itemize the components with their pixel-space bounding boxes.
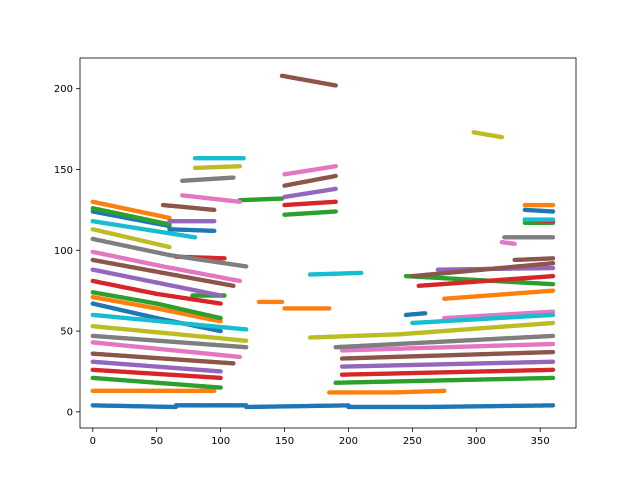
data-point (238, 279, 242, 283)
data-point (333, 187, 337, 191)
data-point (551, 203, 555, 207)
data-point (238, 164, 242, 168)
series-1-segment-4 (346, 405, 427, 409)
data-point (551, 334, 555, 338)
data-point (333, 209, 337, 213)
data-point (551, 368, 555, 372)
data-point (333, 83, 337, 87)
data-point (551, 376, 555, 380)
series-5-segment-4 (167, 219, 216, 223)
data-point (551, 288, 555, 292)
data-point (333, 174, 337, 178)
data-point (231, 175, 235, 179)
data-point (327, 306, 331, 310)
data-point (218, 329, 222, 333)
data-point (244, 345, 248, 349)
data-point (551, 256, 555, 260)
data-point (244, 264, 248, 268)
data-point (218, 293, 222, 297)
series-2-segment-6 (282, 306, 331, 310)
data-point (231, 361, 235, 365)
series-2-segment-7 (327, 390, 395, 394)
data-point (512, 242, 516, 246)
data-point (333, 200, 337, 204)
data-point (551, 266, 555, 270)
data-point (231, 284, 235, 288)
data-point (212, 229, 216, 233)
data-point (218, 376, 222, 380)
data-point (218, 316, 222, 320)
data-point (551, 350, 555, 354)
data-point (333, 164, 337, 168)
data-point (551, 342, 555, 346)
series-1-segment-2 (174, 403, 249, 407)
data-point (551, 282, 555, 286)
series-2-segment-10 (523, 203, 556, 207)
data-point (238, 355, 242, 359)
data-point (244, 339, 248, 343)
data-point (551, 360, 555, 364)
data-point (551, 209, 555, 213)
data-point (218, 369, 222, 373)
data-point (442, 389, 446, 393)
data-point (167, 245, 171, 249)
data-point (218, 301, 222, 305)
series-8-segment-6 (502, 235, 555, 239)
series-2-segment-5 (257, 300, 284, 304)
data-point (551, 274, 555, 278)
data-point (551, 261, 555, 265)
data-point (218, 385, 222, 389)
data-point (222, 293, 226, 297)
data-point (238, 200, 242, 204)
series-2-segment-1 (91, 389, 217, 393)
data-point (212, 208, 216, 212)
data-point (222, 256, 226, 260)
data-point (212, 219, 216, 223)
data-point (551, 403, 555, 407)
data-point (551, 235, 555, 239)
data-point (280, 300, 284, 304)
data-point (423, 311, 427, 315)
